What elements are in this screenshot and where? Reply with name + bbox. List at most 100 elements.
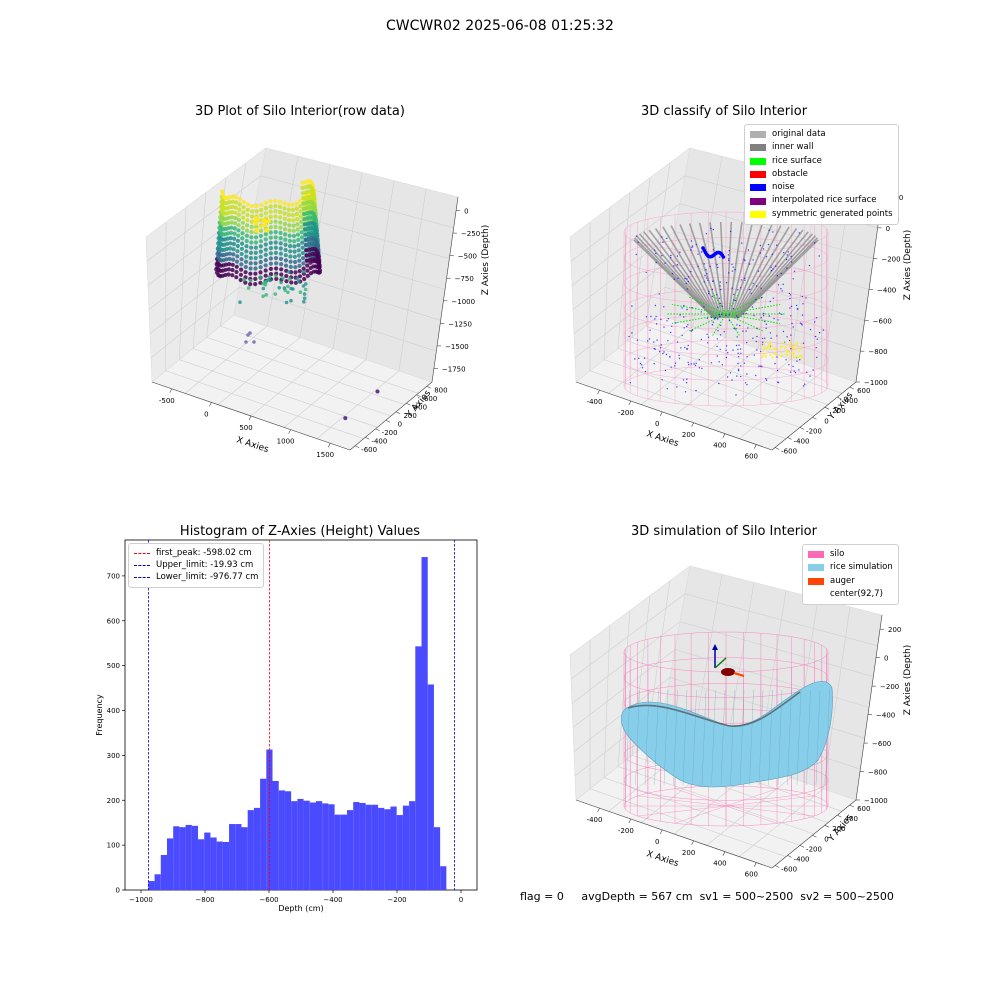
noise-point	[718, 382, 720, 385]
raw-point	[263, 252, 268, 257]
rice-mesh-line	[720, 689, 726, 786]
grid-line	[645, 162, 843, 394]
raw-point	[244, 228, 250, 233]
histogram-bar	[365, 804, 372, 890]
noise-point	[728, 258, 730, 260]
x-tick	[628, 400, 632, 406]
noise-point	[695, 389, 697, 392]
silo-floor-spoke	[725, 788, 778, 807]
grid-line	[316, 188, 427, 439]
raw-point	[262, 219, 267, 224]
raw-point	[293, 270, 298, 275]
symmetric-point	[798, 350, 800, 353]
noise-point	[737, 352, 739, 354]
raw-point	[273, 209, 278, 214]
noise-point	[658, 293, 660, 295]
raw-point	[236, 223, 241, 228]
noise-point	[705, 269, 707, 271]
noise-point	[648, 338, 651, 340]
noise-point	[788, 364, 790, 366]
noise-point	[753, 314, 755, 317]
noise-point	[808, 264, 811, 267]
noise-point	[677, 277, 679, 279]
raw-point	[228, 230, 234, 235]
raw-point	[228, 236, 233, 241]
noise-point	[645, 271, 647, 274]
histogram-bar	[402, 805, 410, 890]
raw-point	[287, 238, 292, 243]
z-tick-label: 0	[464, 208, 468, 216]
noise-point	[637, 241, 639, 243]
noise-point	[735, 394, 737, 396]
inner-wall-points	[735, 229, 804, 319]
grid-line	[739, 606, 851, 857]
noise-point	[725, 349, 727, 351]
histogram-bar	[222, 841, 230, 890]
raw-point	[243, 270, 248, 275]
raw-point	[236, 217, 242, 223]
panel1-title: 3D Plot of Silo Interior(row data)	[195, 104, 405, 119]
histogram-bar	[148, 881, 155, 890]
raw-point	[237, 197, 243, 202]
histogram-bar	[440, 866, 447, 890]
silo-ring	[623, 657, 829, 698]
rice-surface-ridge	[627, 691, 801, 727]
silo-floor-spoke	[725, 795, 815, 807]
raw-point	[243, 280, 248, 285]
raw-point	[249, 219, 254, 224]
raw-point	[303, 243, 308, 248]
raw-point	[295, 232, 301, 237]
z-tick-label: −800	[868, 769, 887, 777]
raw-point	[303, 287, 308, 292]
raw-point	[228, 246, 233, 251]
noise-point	[674, 365, 676, 367]
noise-point	[740, 375, 742, 378]
symmetric-point	[762, 355, 764, 357]
silo-floor-spoke	[674, 788, 727, 807]
legend-label: symmetric generated points	[772, 208, 893, 219]
noise-point	[783, 252, 785, 254]
raw-point	[306, 231, 311, 237]
noise-point	[776, 275, 779, 277]
noise-point	[752, 337, 754, 339]
legend-label: rice surface	[772, 155, 822, 166]
y-tick	[774, 865, 780, 868]
raw-point	[286, 290, 290, 295]
p1-z-axis-label: Z Axies (Depth)	[481, 225, 491, 296]
histogram-y-axis-label: Frequency	[95, 694, 104, 736]
noise-point	[717, 266, 719, 269]
noise-point	[760, 317, 762, 319]
raw-point	[274, 261, 279, 266]
raw-point	[231, 247, 236, 252]
y-tick-label: 600	[107, 617, 120, 625]
raw-point	[224, 252, 229, 257]
raw-point	[303, 237, 308, 243]
raw-point	[296, 243, 301, 248]
noise-point	[767, 243, 770, 246]
noise-point	[670, 254, 672, 257]
histogram-bar	[334, 814, 341, 890]
noise-point	[781, 290, 783, 292]
y-tick	[365, 436, 370, 440]
y-tick-label: 400	[845, 397, 858, 405]
noise-point	[635, 253, 637, 256]
symmetric-point	[768, 344, 770, 346]
noise-point	[806, 371, 808, 373]
noise-point	[640, 364, 643, 366]
raw-point	[240, 236, 245, 241]
histogram-bar	[210, 837, 217, 890]
legend-item-rice-simulation: rice simulation	[808, 561, 893, 574]
rice-surface-points	[725, 292, 740, 315]
raw-point	[228, 241, 233, 246]
raw-point	[297, 263, 302, 268]
raw-point	[279, 280, 283, 285]
symmetric-point	[793, 352, 795, 355]
noise-point	[755, 285, 758, 287]
raw-point	[240, 225, 245, 231]
x-tick-label: −400	[323, 896, 342, 904]
rice-mesh-line	[739, 689, 745, 786]
raw-point	[273, 235, 278, 240]
inner-wall-points	[730, 223, 764, 319]
y-tick-label: 200	[832, 825, 845, 833]
noise-point	[727, 352, 729, 354]
